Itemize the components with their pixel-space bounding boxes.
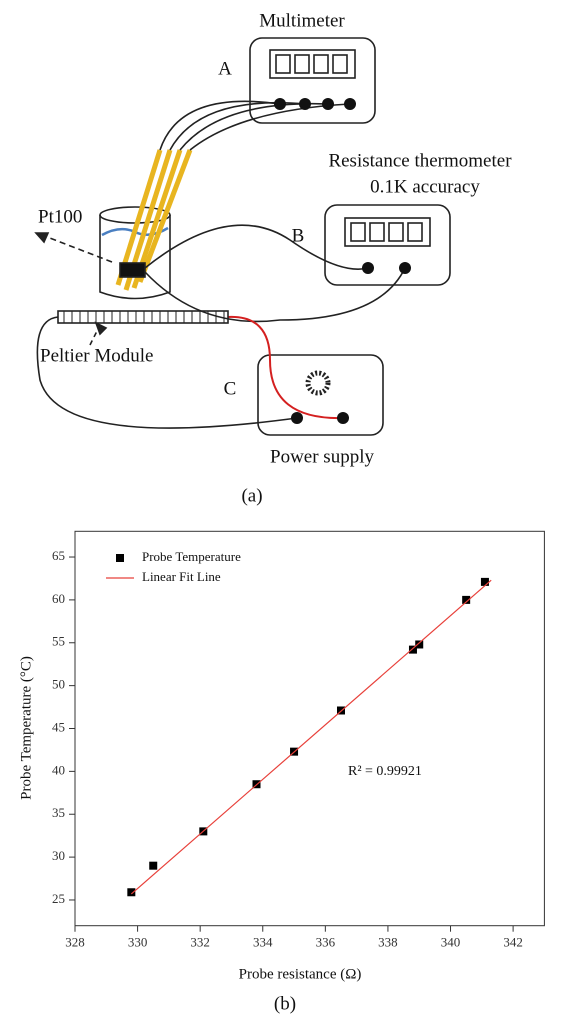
label: Multimeter	[259, 10, 345, 31]
legend-swatch	[116, 554, 124, 562]
digit	[295, 55, 309, 73]
y-tick-label: 55	[52, 634, 65, 649]
y-tick-label: 65	[52, 548, 65, 563]
peltier-cells	[64, 311, 224, 323]
caption: (a)	[241, 485, 262, 506]
pt100-arrow	[42, 235, 112, 262]
fit-line	[131, 580, 491, 894]
label: Power supply	[270, 446, 374, 467]
digit	[333, 55, 347, 73]
y-tick-label: 25	[52, 891, 65, 906]
caption: (b)	[274, 993, 296, 1014]
digit	[314, 55, 328, 73]
point	[149, 862, 157, 870]
annotation: R² = 0.99921	[348, 764, 422, 779]
y-tick-label: 50	[52, 677, 65, 692]
x-tick-label: 342	[503, 935, 523, 950]
thermometer-box	[325, 205, 450, 285]
label: C	[224, 378, 237, 399]
arrowhead	[36, 233, 48, 242]
peltier	[58, 311, 228, 323]
y-axis-title: Probe Temperature (°C)	[18, 656, 34, 800]
terminals	[274, 98, 411, 424]
digit	[276, 55, 290, 73]
label: A	[218, 58, 232, 79]
digit	[370, 223, 384, 241]
label: Peltier Module	[40, 345, 153, 366]
thermometer-display	[345, 218, 430, 246]
x-tick-label: 332	[190, 935, 210, 950]
x-tick-label: 340	[441, 935, 461, 950]
digit	[389, 223, 403, 241]
x-tick-label: 334	[253, 935, 273, 950]
label: 0.1K accuracy	[370, 176, 480, 197]
y-tick-label: 35	[52, 805, 65, 820]
x-tick-label: 338	[378, 935, 398, 950]
digit	[408, 223, 422, 241]
red-wire	[228, 317, 343, 418]
chart: 328 330 332 334 336 338 340 342 25 30 35 40 45 50 55 60…	[52, 531, 544, 949]
arrowhead	[96, 323, 106, 334]
point	[481, 578, 489, 586]
figure: Multimeter A Resistance thermometer 0.1K…	[0, 0, 571, 1031]
label: Resistance thermometer	[328, 150, 512, 171]
y-tick-label: 30	[52, 848, 65, 863]
x-tick-label: 336	[316, 935, 336, 950]
knob	[308, 373, 328, 393]
digit	[351, 223, 365, 241]
y-tick-label: 40	[52, 762, 65, 777]
point	[415, 640, 423, 648]
pt100-sensor	[120, 263, 145, 277]
legend-label: Probe Temperature	[142, 549, 241, 564]
y-tick-label: 45	[52, 719, 65, 734]
label: B	[292, 225, 305, 246]
y-tick-label: 60	[52, 591, 65, 606]
legend-label: Linear Fit Line	[142, 569, 221, 584]
x-tick-label: 330	[128, 935, 148, 950]
label: Pt100	[38, 206, 82, 227]
x-axis-title: Probe resistance (Ω)	[239, 966, 362, 982]
plot-frame	[75, 531, 544, 925]
diagram	[36, 38, 450, 435]
x-tick-label: 328	[65, 935, 85, 950]
